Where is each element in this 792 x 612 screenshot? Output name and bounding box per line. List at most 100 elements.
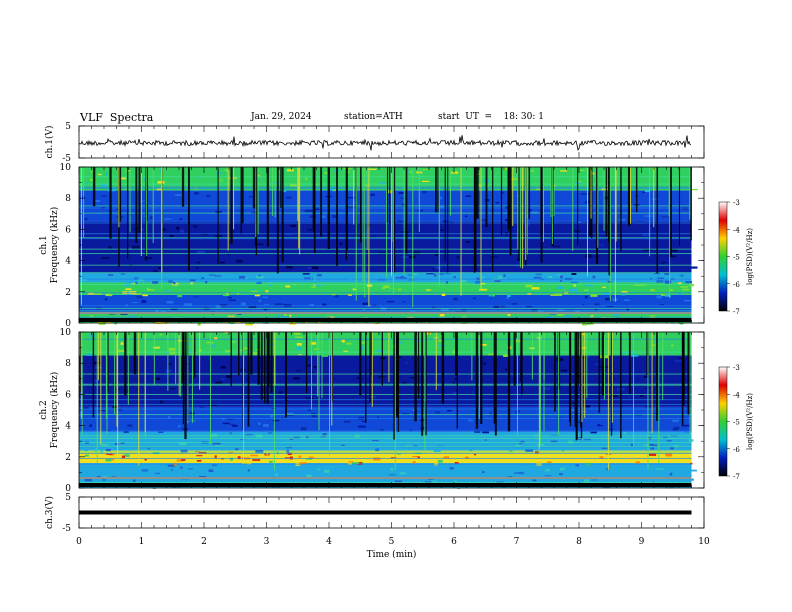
sferic-bright xyxy=(368,167,370,307)
sferic-dark xyxy=(681,332,684,426)
spectro-speckle xyxy=(125,315,129,317)
spectro-speckle xyxy=(389,474,396,476)
spectro-speckle xyxy=(265,290,269,293)
sferic-dark xyxy=(217,167,219,265)
sferic-bright xyxy=(118,167,120,228)
spectro-line xyxy=(79,212,692,214)
spectro-speckle xyxy=(482,461,490,463)
sferic-bright xyxy=(394,332,396,470)
sferic-bright xyxy=(572,167,574,252)
sferic-dark xyxy=(520,332,523,382)
spectro-speckle xyxy=(677,357,684,360)
spectro-speckle xyxy=(108,274,114,276)
spectro-speckle xyxy=(428,179,435,182)
spectro-speckle xyxy=(116,207,120,210)
spectro-speckle xyxy=(607,280,612,283)
sferic-dark xyxy=(336,167,338,266)
spectro-speckle xyxy=(251,314,258,316)
spectro-line xyxy=(79,445,692,447)
spectro-speckle xyxy=(531,287,540,290)
spectro-speckle xyxy=(310,342,316,345)
spectro-speckle xyxy=(503,167,509,171)
spectro-speckle xyxy=(292,274,300,277)
spectro-speckle xyxy=(114,322,117,325)
spectro-speckle xyxy=(464,456,469,459)
spectro-speckle xyxy=(156,187,163,191)
spectro-speckle xyxy=(324,172,328,174)
spectro-speckle xyxy=(184,303,193,307)
spectro-speckle xyxy=(85,291,89,293)
sferic-bright xyxy=(480,167,482,289)
spectro-speckle xyxy=(106,429,110,431)
sferic-bright xyxy=(526,167,528,255)
spectro-line xyxy=(79,310,692,312)
spectro-speckle xyxy=(382,287,386,290)
sferic-dark xyxy=(627,167,631,226)
sferic-dark xyxy=(528,167,531,220)
spectro-speckle xyxy=(632,378,638,382)
spectro-speckle xyxy=(320,215,326,218)
spectro-speckle xyxy=(645,478,653,480)
spectro-speckle xyxy=(440,229,444,231)
spectro-speckle xyxy=(236,292,240,295)
spectro-speckle xyxy=(587,355,591,358)
colorbar-2 xyxy=(718,366,728,477)
sferic-bright xyxy=(114,332,116,414)
spectro-speckle xyxy=(293,377,300,380)
spectro-speckle xyxy=(376,350,383,353)
spectro-line xyxy=(79,205,692,207)
sferic-dark xyxy=(119,167,122,222)
sferic-dark xyxy=(260,332,263,400)
spectro-speckle xyxy=(657,277,665,280)
spectro-speckle xyxy=(301,462,307,465)
spectro-speckle xyxy=(204,258,211,261)
sferic-bright xyxy=(553,167,555,217)
spectro-speckle xyxy=(671,344,674,347)
spectro-speckle xyxy=(479,288,488,291)
spectro-speckle xyxy=(233,273,239,277)
spectro-speckle xyxy=(565,314,572,317)
spectro-speckle xyxy=(579,169,585,172)
spectro-line xyxy=(79,441,692,443)
spectro-speckle xyxy=(453,297,459,301)
spectro-speckle xyxy=(283,189,287,193)
sferic-bright xyxy=(460,167,462,296)
spectro-speckle xyxy=(178,442,187,446)
sferic-bright xyxy=(80,332,82,419)
spectro-speckle xyxy=(311,286,316,288)
spectro-speckle xyxy=(242,277,248,280)
spectro-speckle xyxy=(650,447,655,450)
spectro-speckle xyxy=(314,216,319,219)
sferic-bright xyxy=(540,332,542,446)
y-axis-label: Frequency (kHz) xyxy=(49,372,60,449)
y-axis-label: ch.1(V) xyxy=(44,126,55,159)
spectro-speckle xyxy=(584,479,590,483)
sferic-dark xyxy=(682,332,685,406)
spectro-speckle xyxy=(295,370,302,372)
spectro-speckle xyxy=(232,424,238,427)
spectro-speckle xyxy=(104,332,107,336)
spectro-speckle xyxy=(593,359,598,361)
spectro-speckle xyxy=(366,224,371,227)
sferic-bright xyxy=(607,332,609,471)
spectro-speckle xyxy=(174,194,183,196)
spectro-speckle xyxy=(170,200,175,203)
sferic-dark xyxy=(607,167,610,243)
sferic-bright xyxy=(615,167,617,242)
spectro-speckle xyxy=(483,253,487,256)
sferic-bright xyxy=(187,332,189,424)
spectro-speckle xyxy=(434,266,442,270)
sferic-dark xyxy=(133,332,137,375)
spectro-speckle xyxy=(374,322,379,325)
spectro-speckle xyxy=(375,448,380,452)
spectro-speckle xyxy=(168,280,173,283)
sferic-bright xyxy=(257,167,259,235)
spectro-speckle xyxy=(247,469,250,472)
spectro-speckle xyxy=(390,457,397,459)
spectro-speckle xyxy=(664,294,671,297)
spectro-speckle xyxy=(590,431,597,434)
spectro-speckle xyxy=(84,449,89,452)
spectro-speckle xyxy=(347,462,353,465)
sferic-bright xyxy=(180,332,182,397)
spectro-speckle xyxy=(426,332,431,335)
